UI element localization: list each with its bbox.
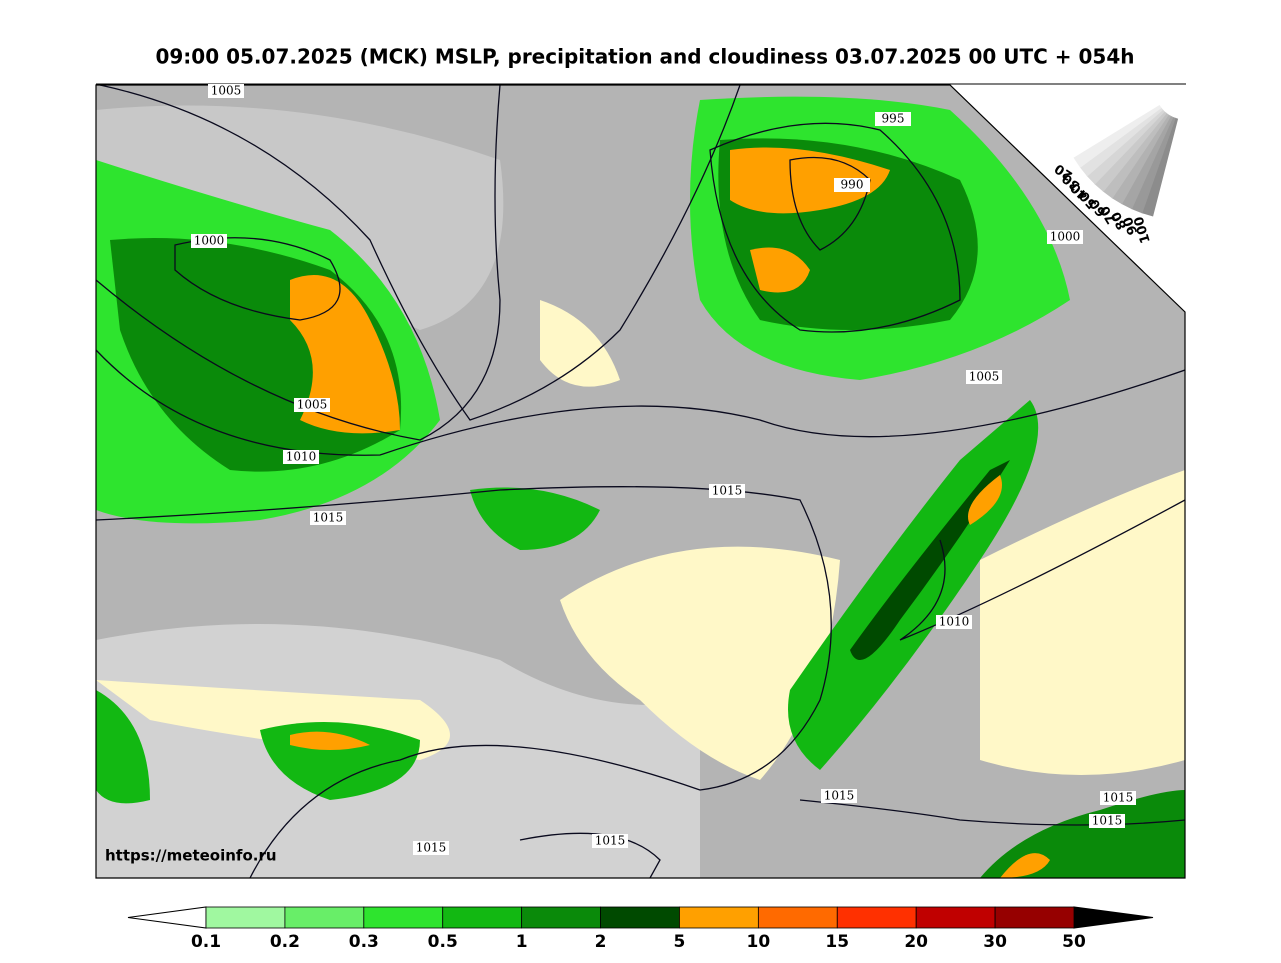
- colorbar-label: 0.1: [191, 932, 221, 952]
- isobar: [96, 486, 832, 878]
- precip-heavy: [968, 475, 1002, 525]
- isobar-label: 1015: [313, 511, 344, 525]
- isobar-label-bg: [936, 615, 972, 629]
- isobar-label-bg: [966, 370, 1002, 384]
- clear-sky: [560, 546, 840, 780]
- isobar: [174, 237, 341, 321]
- isobar-label-bg: [709, 484, 745, 498]
- precipitation-scale: 0.1 0.2 0.3 0.5 1 2 5 10 15 20 30 50: [127, 906, 1154, 952]
- precip-heavy: [750, 247, 810, 293]
- isobar-label: 1005: [211, 84, 242, 98]
- clear-sky: [540, 300, 620, 387]
- precip-heavy: [290, 731, 370, 750]
- isobar-label: 1000: [194, 234, 225, 248]
- isobar: [709, 122, 961, 333]
- precip-zone: [470, 487, 600, 550]
- isobar: [899, 499, 1185, 641]
- colorbar-label: 1: [516, 932, 528, 952]
- cloud-label: 90: [1121, 214, 1142, 236]
- precip-heavy: [730, 147, 890, 214]
- isobar-label-bg: [1089, 814, 1125, 828]
- isobar-label-bg: [1100, 791, 1136, 805]
- colorbar-label: 20: [904, 932, 928, 952]
- isobar: [99, 85, 741, 421]
- isobar-label: 990: [841, 178, 864, 192]
- isobar-label-bg: [310, 511, 346, 525]
- map-frame: [95, 84, 1186, 879]
- isobar-label-bg: [821, 789, 857, 803]
- isobar-label: 1015: [416, 841, 447, 855]
- colorbar-cell: [363, 906, 444, 929]
- colorbar-cell: [205, 906, 286, 929]
- isobar-label: 1005: [969, 370, 1000, 384]
- isobar-label-bg: [283, 450, 319, 464]
- colorbar-label: 0.2: [270, 932, 300, 952]
- map: [96, 85, 1185, 878]
- isobar-label-bg: [875, 112, 911, 126]
- colorbar-label: 0.3: [349, 932, 379, 952]
- colorbar-cell: [915, 906, 996, 929]
- colorbar-label: 2: [595, 932, 607, 952]
- colorbar-below: [127, 906, 207, 929]
- colorbar-cell: [757, 906, 838, 929]
- isobar: [789, 156, 871, 251]
- isobar-label: 1015: [1103, 791, 1134, 805]
- isobar-label-bg: [208, 84, 244, 98]
- isobar-label: 1015: [595, 834, 626, 848]
- colorbar-label: 50: [1062, 932, 1086, 952]
- colorbar-label: 5: [674, 932, 686, 952]
- isobar-label: 1015: [712, 484, 743, 498]
- title: 09:00 05.07.2025 (MCK) MSLP, precipitati…: [155, 45, 1134, 69]
- isobar-label: 995: [882, 112, 905, 126]
- cloud-wedge: [1073, 105, 1162, 168]
- isobar-label-bg: [191, 234, 227, 248]
- precip-zone: [96, 690, 150, 804]
- isobar-label: 1015: [824, 789, 855, 803]
- cloud-label: 80: [1109, 209, 1131, 232]
- isobar-label-bg: [834, 178, 870, 192]
- colorbar-cell: [600, 906, 680, 929]
- colorbar-label: 10: [747, 932, 771, 952]
- colorbar-cell: [442, 906, 523, 929]
- colorbar-cell: [679, 906, 759, 929]
- colorbar-label: 15: [825, 932, 849, 952]
- isobar-labels: 1005 995 990 1000 1000 1005 1005 1010 1015 1015 10…: [191, 84, 1136, 855]
- isobar: [96, 349, 1185, 456]
- colorbar-cell: [284, 906, 365, 929]
- colorbar-cell: [521, 906, 601, 929]
- isobar-label-bg: [294, 398, 330, 412]
- colorbar-label: 0.5: [428, 932, 458, 952]
- clear-sky: [980, 470, 1185, 775]
- isobar-label-bg: [1047, 230, 1083, 244]
- precip-heavy: [290, 275, 400, 434]
- cloud-light: [96, 105, 504, 330]
- isobar-label-bg: [413, 841, 449, 855]
- isobar-label-bg: [592, 834, 628, 848]
- isobar-label: 1005: [297, 398, 328, 412]
- isobar-label: 1010: [286, 450, 317, 464]
- colorbar-cell: [836, 906, 917, 929]
- isobar: [96, 85, 501, 441]
- source-link: https://meteoinfo.ru: [105, 847, 277, 865]
- isobar-label: 1010: [939, 615, 970, 629]
- colorbar-above: [1073, 906, 1154, 929]
- precip-heavy: [1000, 853, 1050, 878]
- colorbar-label: 30: [983, 932, 1007, 952]
- isobar-label: 1015: [1092, 814, 1123, 828]
- colorbar-cell: [994, 906, 1075, 929]
- isobar-label: 1000: [1050, 230, 1081, 244]
